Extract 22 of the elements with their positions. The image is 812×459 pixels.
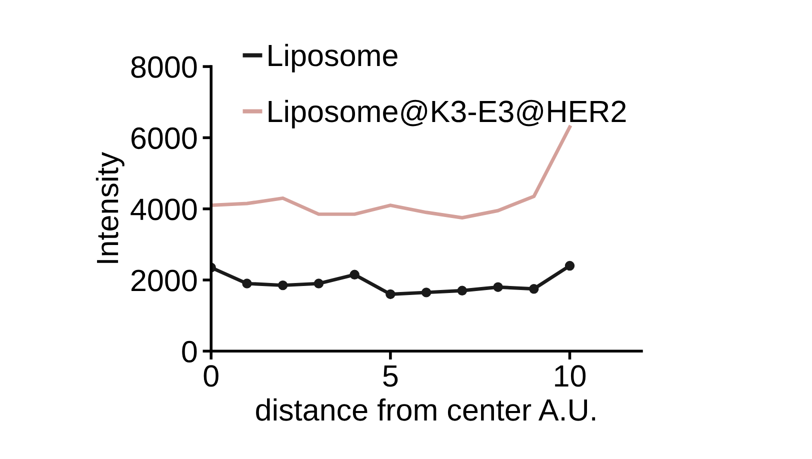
point <box>457 286 468 296</box>
point <box>242 278 252 288</box>
x-tick-label: 10 <box>555 365 586 387</box>
y-axis-title: Intensity <box>96 152 124 263</box>
point <box>421 288 432 298</box>
x-axis-title: distance from center A.U. <box>256 398 596 421</box>
point <box>564 260 575 271</box>
y-tick-label: 8000 <box>131 56 197 78</box>
point <box>278 280 288 290</box>
point <box>350 270 360 280</box>
y-tick-label: 2000 <box>131 270 197 292</box>
x-tick-label: 0 <box>204 365 218 387</box>
point <box>493 282 503 292</box>
point <box>529 284 539 294</box>
point <box>314 278 324 288</box>
point <box>386 289 396 300</box>
x-tick-label: 5 <box>383 365 398 387</box>
y-tick-label: 6000 <box>132 127 197 150</box>
legend-label: Liposome <box>268 44 398 72</box>
y-tick-label: 4000 <box>130 198 197 220</box>
y-tick-label: 0 <box>182 340 197 363</box>
legend-label: Liposome@K3-E3@HER2 <box>268 100 626 128</box>
